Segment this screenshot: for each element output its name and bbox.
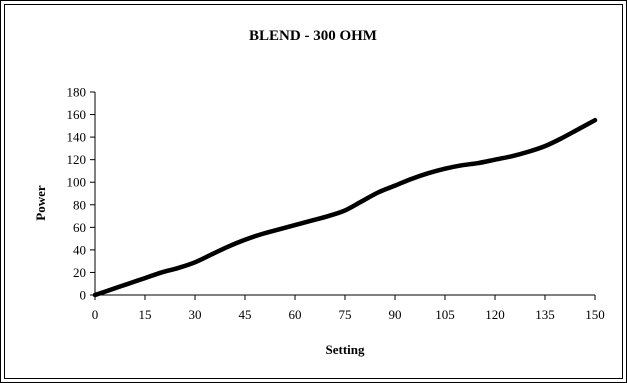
x-tick-label: 45 bbox=[239, 307, 252, 322]
y-tick-label: 0 bbox=[80, 288, 87, 303]
x-tick-label: 75 bbox=[339, 307, 352, 322]
y-tick-label: 40 bbox=[73, 242, 86, 257]
y-axis-label: Power bbox=[33, 185, 48, 221]
x-axis-label: Setting bbox=[326, 342, 366, 357]
x-tick-label: 120 bbox=[485, 307, 505, 322]
y-tick-label: 160 bbox=[67, 107, 87, 122]
series-line bbox=[92, 117, 598, 298]
y-tick-label: 100 bbox=[67, 175, 87, 190]
x-tick-label: 0 bbox=[92, 307, 99, 322]
axes: 0 20 40 60 80 100 120 140 160 180 0 15 30 45 60 75 90 105… bbox=[67, 85, 605, 323]
x-tick-label: 105 bbox=[435, 307, 455, 322]
y-tick-label: 180 bbox=[67, 85, 87, 100]
x-tick-label: 60 bbox=[289, 307, 302, 322]
y-tick-label: 140 bbox=[67, 130, 87, 145]
x-tick-label: 90 bbox=[389, 307, 402, 322]
x-tick-label: 150 bbox=[585, 307, 605, 322]
y-tick-label: 60 bbox=[73, 220, 86, 235]
x-tick-label: 135 bbox=[535, 307, 555, 322]
inner-border bbox=[4, 4, 623, 379]
chart-title: BLEND - 300 OHM bbox=[249, 28, 377, 44]
y-tick-label: 20 bbox=[73, 265, 86, 280]
series-layer bbox=[92, 117, 598, 298]
x-tick-label: 15 bbox=[139, 307, 152, 322]
y-tick-label: 80 bbox=[73, 197, 86, 212]
y-tick-label: 120 bbox=[67, 152, 87, 167]
x-tick-label: 30 bbox=[189, 307, 202, 322]
